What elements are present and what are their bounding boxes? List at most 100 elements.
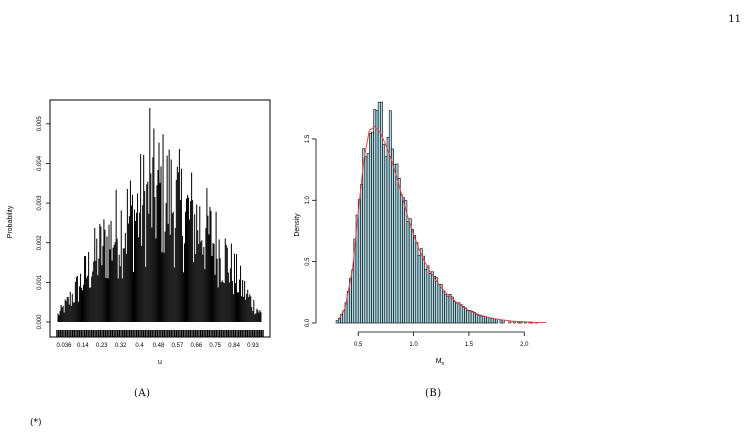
chart-b-bar: [351, 269, 355, 324]
chart-a-x-tick-label: 0.23: [96, 343, 108, 349]
chart-b-bar: [468, 310, 472, 324]
chart-b-bar: [435, 277, 439, 324]
chart-a-x-tick-label: 0.4: [135, 343, 144, 349]
chart-b-bar: [382, 144, 386, 324]
chart-b-bar: [428, 273, 432, 324]
chart-a-x-tick-label: 0.66: [190, 343, 202, 349]
chart-b-bar: [433, 275, 436, 324]
chart-b-x-tick-label: 1.5: [465, 342, 474, 348]
chart-a-x-tick-label: 0.75: [209, 343, 221, 349]
chart-b-y-tick-label: 1.0: [305, 195, 311, 204]
chart-b-bar: [448, 294, 452, 324]
chart-b-x-tick-label: 0.5: [354, 342, 363, 348]
chart-b-y-tick-label: 0.0: [305, 318, 311, 327]
chart-b-bar: [368, 133, 372, 324]
chart-a-x-tick-labels: 0.036 0.14 0.23 0.32 0.4 0.48 0.57 0.66 0.75 0.84…: [56, 343, 259, 349]
chart-b-bar: [384, 156, 388, 324]
chart-b-bar: [439, 284, 443, 324]
caption-b: (B): [425, 388, 442, 399]
chart-b-bar: [402, 197, 406, 324]
chart-b-bar: [499, 319, 503, 324]
chart-b-bar: [424, 268, 428, 324]
chart-b-x-label-main: M: [436, 358, 442, 365]
chart-a-x-tick-label: 0.93: [247, 343, 259, 349]
chart-b-bar: [408, 218, 412, 324]
chart-b-x-tick-label: 1.0: [409, 342, 418, 348]
caption-a: (A): [134, 388, 151, 399]
chart-b-bar: [453, 301, 456, 324]
chart-b-x-tick-label: 2.0: [520, 342, 529, 348]
chart-b-bar: [488, 317, 492, 324]
chart-b-bar: [415, 242, 419, 324]
page-number: 11: [728, 14, 741, 25]
chart-b-bar: [393, 163, 397, 324]
chart-b-bar: [362, 148, 366, 324]
chart-b-bar: [479, 315, 483, 324]
chart-b-y-label: Density: [294, 213, 301, 237]
chart-b-bar: [417, 255, 421, 324]
chart-b-bar: [377, 101, 381, 324]
chart-b-bar: [444, 294, 448, 324]
chart-b-bar: [397, 177, 401, 324]
chart-a-x-tick-label: 0.57: [172, 343, 184, 349]
chart-a-y-tick-label: 0.004: [37, 155, 43, 171]
chart-b-x-label: Mn: [436, 358, 445, 367]
chart-b-bar: [335, 320, 339, 324]
chart-b-bar: [406, 221, 410, 324]
chart-b-bar: [364, 156, 368, 324]
chart-b-bar: [404, 200, 408, 324]
chart-a-plot-frame: [49, 99, 271, 338]
chart-b-bar: [437, 283, 441, 324]
chart-b-bar: [473, 312, 476, 324]
chart-b-bar: [466, 310, 470, 324]
chart-b-bar: [446, 295, 450, 324]
chart-b-bar: [459, 304, 463, 324]
chart-b-bar: [442, 291, 445, 324]
chart-b-bar: [486, 316, 490, 324]
chart-b-bar: [430, 271, 434, 324]
chart-a-y-tick-label: 0.003: [37, 195, 43, 211]
chart-b-bar: [419, 248, 423, 324]
chart-a-y-axis: 0.000 0.001 0.002 0.003 0.004 0.005: [37, 116, 50, 330]
chart-b-bar: [391, 148, 394, 324]
chart-a-x-tick-label: 0.84: [228, 343, 240, 349]
chart-b-bar: [386, 136, 390, 324]
chart-b-bar: [388, 110, 392, 324]
chart-b-bar: [481, 316, 485, 324]
chart-b-bar: [426, 265, 430, 324]
chart-a-x-tick-label: 0.32: [115, 343, 127, 349]
chart-b-y-tick-label: 1.5: [305, 134, 311, 143]
chart-b-density-curve: [337, 126, 547, 324]
chart-a-y-tick-label: 0.001: [37, 274, 43, 290]
chart-a-y-tick-label: 0.000: [37, 314, 43, 330]
chart-b-bar: [373, 109, 377, 324]
chart-b-axes: 0.5 1.0 1.5 2.0 0.0 0.5 1.0 1.5: [305, 134, 529, 348]
chart-b-bar: [455, 302, 459, 324]
chart-a-y-label: Probability: [7, 205, 14, 238]
chart-a-y-tick-label: 0.002: [37, 235, 43, 251]
chart-b-bar: [450, 296, 454, 324]
chart-b-bar: [461, 306, 465, 324]
chart-b-bar: [457, 302, 461, 324]
chart-b-bar: [395, 163, 399, 324]
chart-b-bar: [371, 131, 375, 324]
chart-b-x-label-subscript: n: [442, 361, 445, 367]
chart-a-x-tick-label: 0.14: [77, 343, 89, 349]
chart-a-x-label: u: [158, 359, 162, 366]
chart-b-bar: [357, 199, 361, 324]
chart-a-x-tick-label: 0.036: [56, 343, 72, 349]
chart-b-bar: [422, 255, 425, 324]
chart-b-bar: [477, 314, 481, 324]
chart-b-bar: [366, 153, 370, 324]
chart-b-bars: [335, 101, 538, 324]
chart-b-bar: [411, 229, 414, 324]
chart-b-bar: [475, 313, 479, 324]
chart-b-bar: [360, 184, 363, 324]
chart-b-y-tick-label: 0.5: [305, 257, 311, 266]
chart-b-bar: [492, 318, 496, 324]
chart-a-bars: [57, 108, 262, 322]
chart-b-bar: [484, 316, 487, 324]
chart-b-bar: [464, 307, 467, 324]
